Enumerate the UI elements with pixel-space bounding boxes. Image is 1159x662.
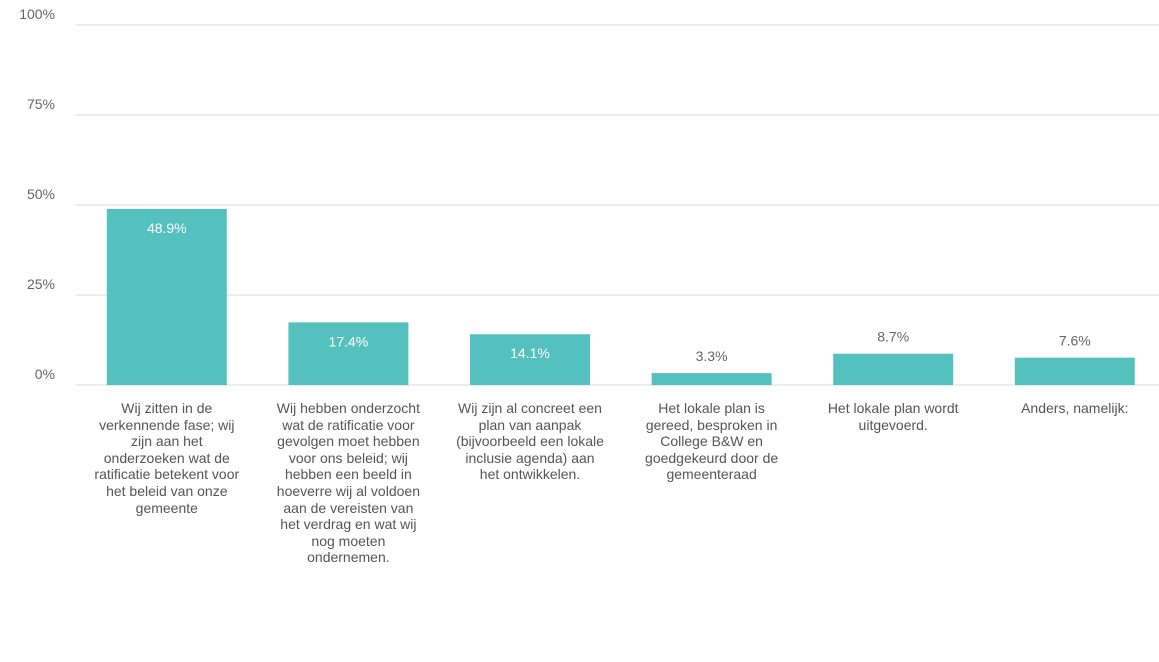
y-tick-label: 100% [19,6,55,22]
x-tick-label: Wij hebben onderzocht wat de ratificatie… [276,400,420,566]
y-tick-label: 75% [27,96,55,112]
bar [470,334,590,385]
bar [288,322,409,385]
x-tick-label: Wij zijn al concreet een plan van aanpak… [456,400,604,483]
value-label: 3.3% [696,348,728,364]
value-label: 7.6% [1059,333,1091,349]
y-tick-label: 0% [35,366,55,382]
bar [651,373,772,385]
bar [833,353,954,385]
value-label: 14.1% [510,345,550,361]
value-label: 17.4% [329,333,369,349]
x-tick-label: Het lokale plan is gereed, besproken in … [645,400,779,483]
x-tick-label: Het lokale plan wordt uitgevoerd. [827,400,959,433]
x-tick-label: Wij zitten in de verkennende fase; wij z… [94,400,240,516]
value-label: 48.9% [147,220,187,236]
x-tick-label: Anders, namelijk: [1021,400,1129,416]
y-tick-label: 50% [27,186,55,202]
bar [106,208,227,385]
bar [1014,357,1135,385]
value-label: 8.7% [877,329,909,345]
y-tick-label: 25% [27,276,55,292]
